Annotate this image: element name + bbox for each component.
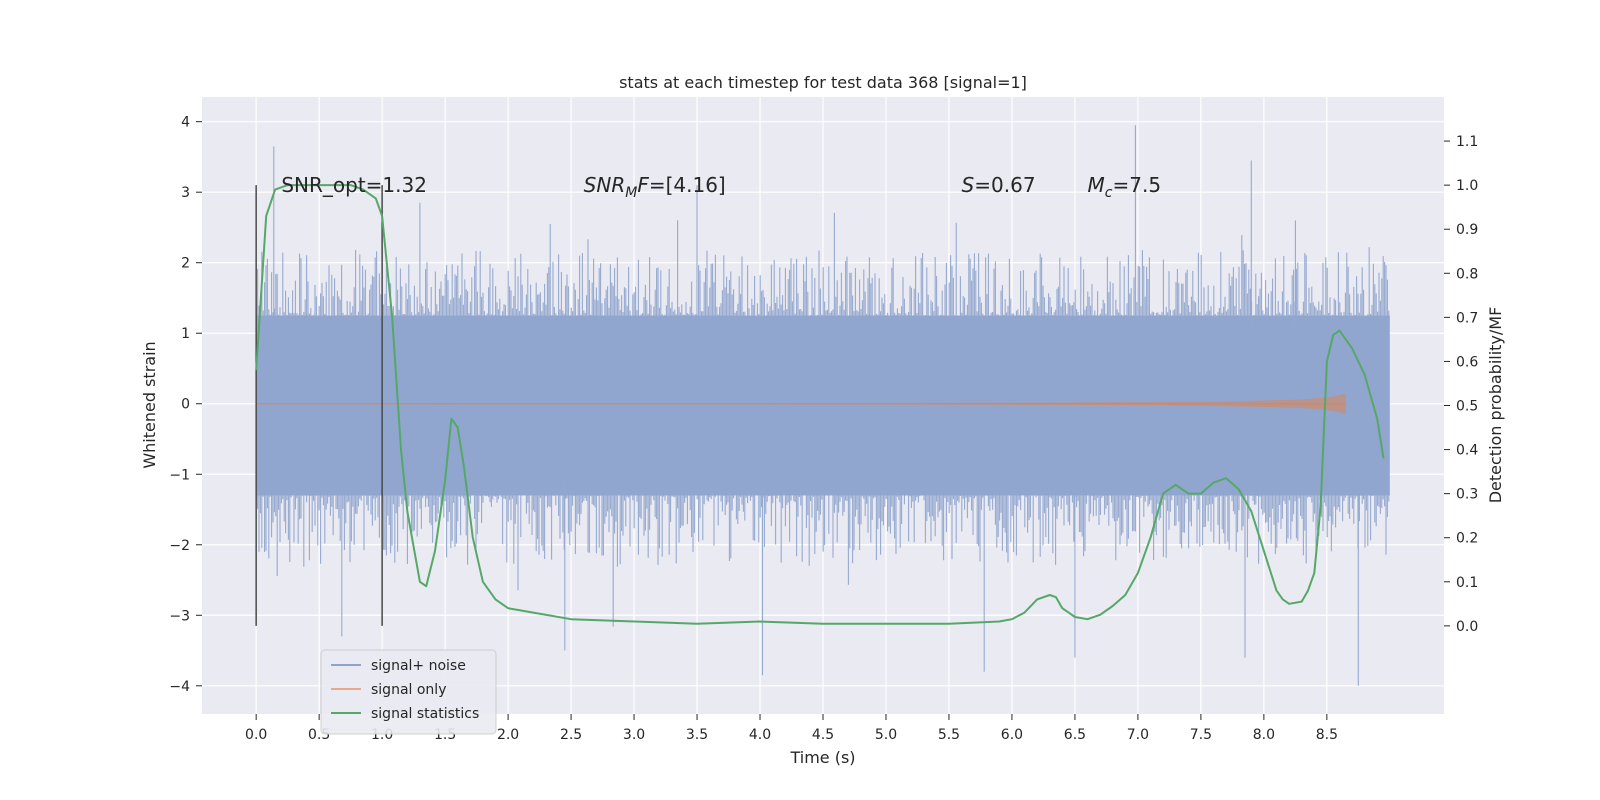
left-y-tick-label: 3 — [181, 185, 190, 201]
right-y-tick-label: 1.0 — [1456, 178, 1478, 194]
left-y-axis-label: Whitened strain — [140, 341, 159, 468]
right-y-tick-label: 0.2 — [1456, 531, 1478, 547]
x-tick-label: 4.5 — [812, 727, 834, 743]
right-y-tick-label: 0.1 — [1456, 575, 1478, 591]
x-tick-label: 6.0 — [1001, 727, 1023, 743]
right-y-tick-label: 0.0 — [1456, 619, 1478, 635]
signal-statistics-series — [255, 184, 1385, 625]
x-tick-label: 5.5 — [938, 727, 960, 743]
annotation-value: =7.5 — [1112, 173, 1161, 197]
right-y-tick-label: 0.5 — [1456, 399, 1478, 415]
annotation-value: =0.67 — [974, 173, 1035, 197]
annotation-subscript: c — [1105, 185, 1113, 201]
annotation-symbol: M — [1088, 173, 1105, 197]
x-tick-label: 6.5 — [1064, 727, 1086, 743]
right-y-tick-label: 0.9 — [1456, 222, 1478, 238]
left-y-tick-label: 4 — [181, 115, 190, 131]
annotation-symbol: SNR — [584, 173, 626, 197]
legend-label: signal only — [371, 682, 446, 698]
annotation-snr-mf: SNRMF=[4.16] — [584, 173, 726, 201]
left-y-tick-label: −3 — [169, 608, 190, 624]
x-tick-label: 4.0 — [749, 727, 771, 743]
annotation-snr-opt: SNR_opt=1.32 — [281, 173, 427, 197]
annotation-value: =[4.16] — [649, 173, 726, 197]
right-y-tick-label: 0.3 — [1456, 487, 1478, 503]
legend-box — [320, 649, 497, 735]
left-y-axis-ticks: −4 −3 −2 −1 0 1 2 3 4 — [169, 115, 202, 695]
x-tick-label: 8.5 — [1316, 727, 1338, 743]
x-tick-label: 5.0 — [875, 727, 897, 743]
x-tick-label: 2.5 — [560, 727, 582, 743]
legend-label: signal statistics — [371, 706, 479, 722]
left-y-tick-label: −4 — [169, 679, 190, 695]
right-y-tick-label: 1.1 — [1456, 134, 1478, 150]
annotation-symbol-tail: F — [637, 173, 649, 197]
window-markers — [255, 185, 383, 626]
x-tick-label: 8.0 — [1253, 727, 1275, 743]
right-y-tick-label: 0.4 — [1456, 443, 1478, 459]
x-tick-label: 3.0 — [623, 727, 645, 743]
right-y-tick-label: 0.8 — [1456, 266, 1478, 282]
annotation-s-value: S=0.67 — [962, 173, 1036, 197]
annotations: SNR_opt=1.32 SNRMF=[4.16] S=0.67 Mc=7.5 — [281, 173, 1161, 201]
left-y-tick-label: −1 — [169, 467, 190, 483]
right-y-axis-label: Detection probability/MF — [1486, 307, 1505, 504]
x-tick-label: 0.0 — [245, 727, 267, 743]
annotation-mc-value: Mc=7.5 — [1088, 173, 1162, 201]
right-y-tick-label: 0.6 — [1456, 354, 1478, 370]
right-y-axis-ticks: 0.0 0.1 0.2 0.3 0.4 0.5 0.6 0.7 0.8 0.9 1.0 1.1 — [1444, 134, 1478, 635]
left-y-tick-label: 1 — [181, 326, 190, 342]
signal-statistics-line — [255, 184, 1385, 625]
chart-title: stats at each timestep for test data 368… — [619, 73, 1027, 92]
legend-label: signal+ noise — [371, 658, 466, 674]
signal-only-series — [256, 393, 1346, 415]
left-y-tick-label: −2 — [169, 538, 190, 554]
left-y-tick-label: 2 — [181, 256, 190, 272]
right-y-tick-label: 0.7 — [1456, 310, 1478, 326]
x-tick-label: 3.5 — [686, 727, 708, 743]
annotation-subscript: M — [625, 185, 637, 201]
legend: signal+ noise signal only signal statistic… — [320, 649, 497, 735]
annotation-symbol: S — [962, 173, 975, 197]
x-tick-label: 2.0 — [497, 727, 519, 743]
left-y-tick-label: 0 — [181, 397, 190, 413]
x-tick-label: 7.0 — [1127, 727, 1149, 743]
x-axis-label: Time (s) — [789, 748, 855, 767]
x-tick-label: 7.5 — [1190, 727, 1212, 743]
